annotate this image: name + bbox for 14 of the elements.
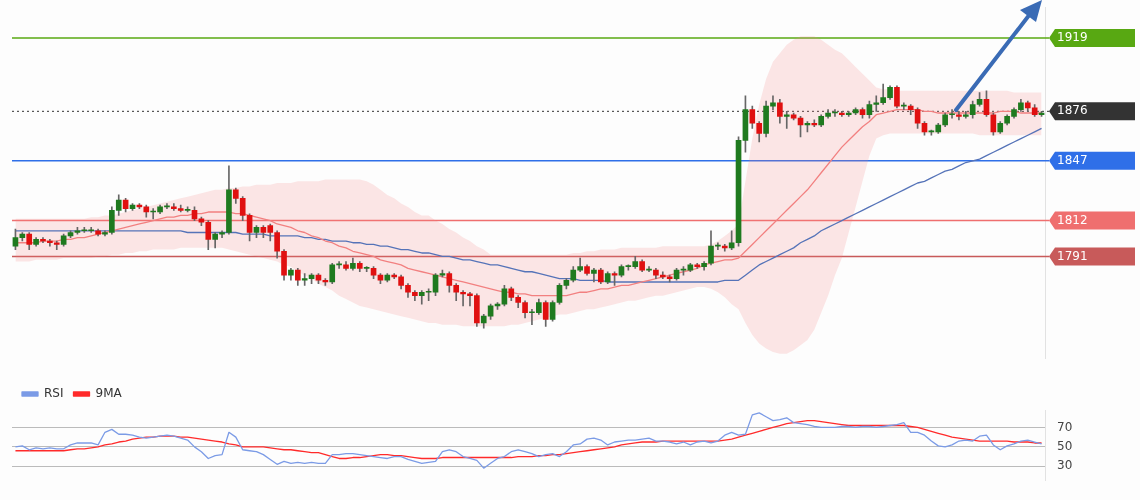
legend-label: RSI xyxy=(44,386,64,401)
candlestick xyxy=(659,271,666,279)
candlestick xyxy=(783,110,790,129)
y-tick-label: 1812 xyxy=(1057,212,1088,227)
y-tick-label: 1791 xyxy=(1057,248,1088,263)
y-tick-label: 30 xyxy=(1057,458,1073,473)
legend-label: 9MA xyxy=(95,386,123,401)
y-tick-label: 1876 xyxy=(1057,103,1088,118)
y-tick-label: 70 xyxy=(1057,419,1073,434)
y-tick-label: 1919 xyxy=(1057,30,1088,45)
candlestick xyxy=(900,102,907,110)
candlestick xyxy=(721,244,728,252)
y-tick-label: 50 xyxy=(1057,438,1073,453)
y-tick-label: 1847 xyxy=(1057,152,1088,167)
